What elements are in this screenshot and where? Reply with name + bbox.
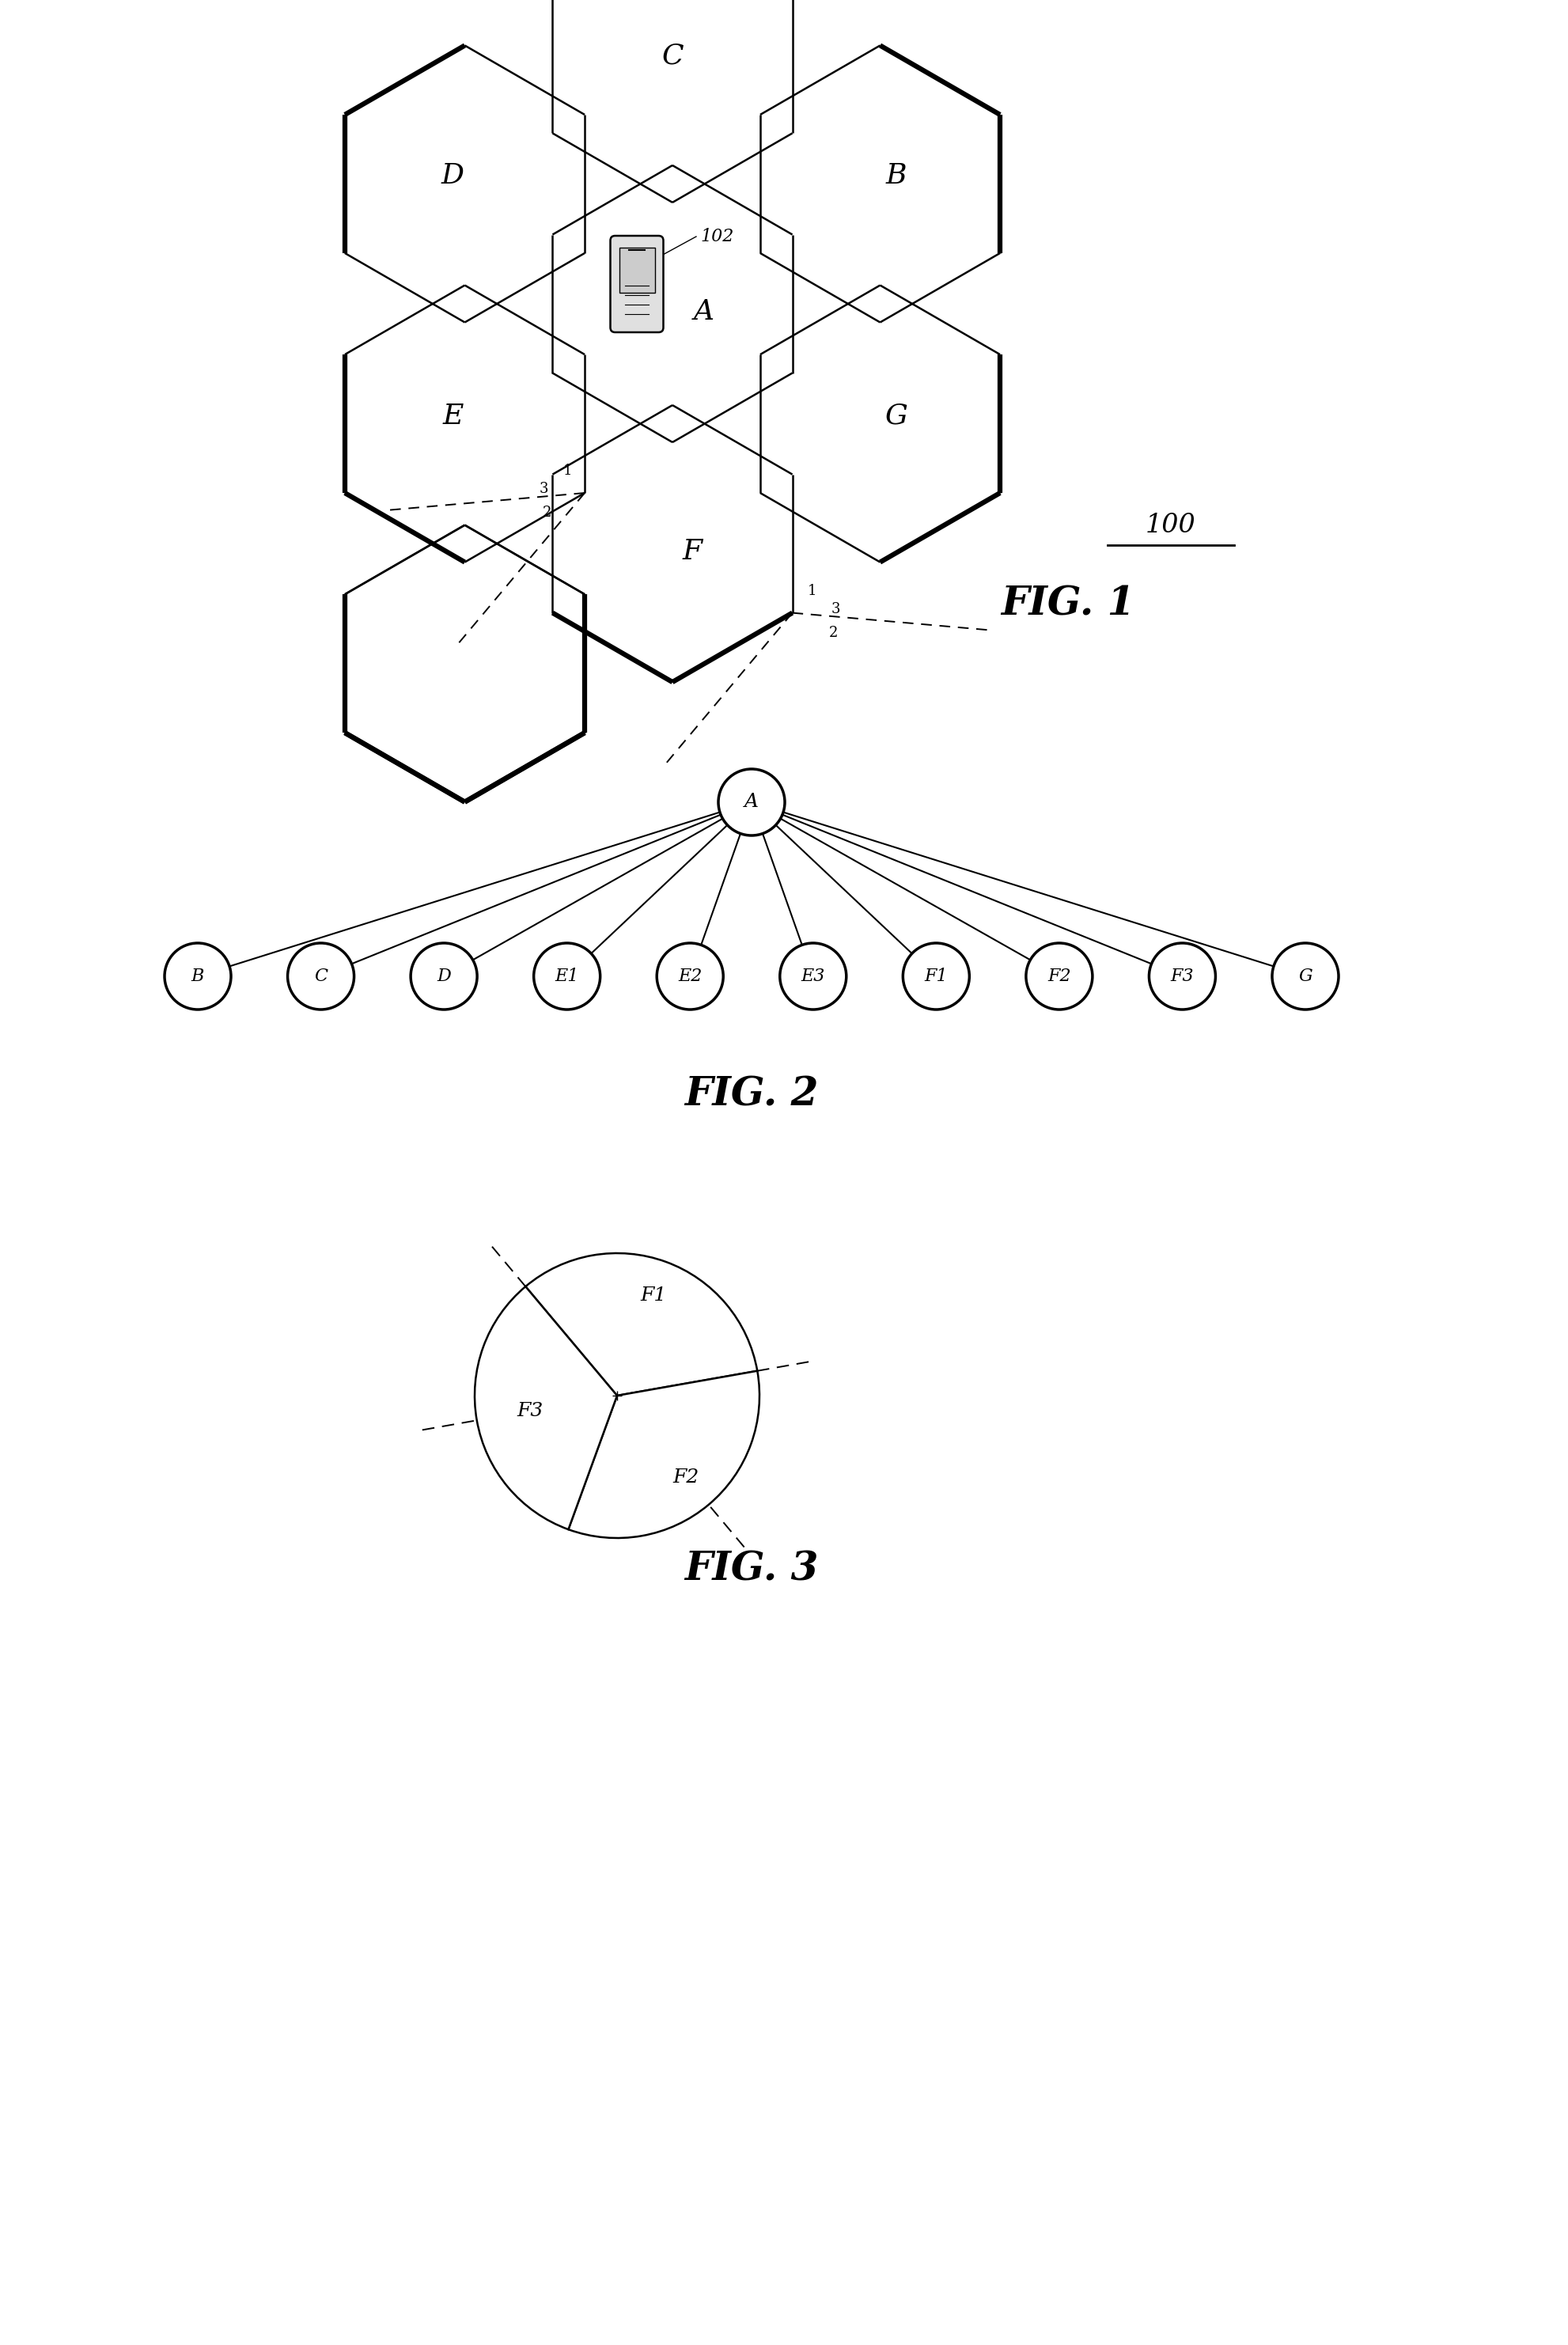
Text: 100: 100 [1145,514,1195,537]
Text: 102: 102 [699,227,734,246]
Text: 3: 3 [831,603,840,617]
Circle shape [1148,943,1215,1008]
Text: G: G [1298,968,1312,985]
Text: D: D [436,968,450,985]
Text: FIG. 1: FIG. 1 [1000,584,1134,624]
Text: F1: F1 [924,968,947,985]
Text: E: E [442,403,463,429]
Text: E2: E2 [677,968,702,985]
Text: B: B [884,162,906,190]
Text: C: C [662,42,684,70]
FancyBboxPatch shape [610,237,663,333]
Text: D: D [441,162,464,190]
Wedge shape [568,1372,759,1538]
Circle shape [903,943,969,1008]
Text: 2: 2 [543,507,550,521]
Circle shape [411,943,477,1008]
Circle shape [287,943,354,1008]
Text: A: A [745,793,759,811]
Text: F2: F2 [673,1468,698,1487]
Text: FIG. 3: FIG. 3 [684,1550,818,1590]
Text: F: F [682,537,702,565]
Text: 2: 2 [828,626,837,640]
Text: A: A [693,298,713,326]
Circle shape [1272,943,1338,1008]
Circle shape [1025,943,1091,1008]
Circle shape [657,943,723,1008]
Text: E3: E3 [801,968,825,985]
Circle shape [533,943,601,1008]
Text: F3: F3 [517,1402,543,1421]
Text: F3: F3 [1170,968,1193,985]
Text: 3: 3 [539,481,547,497]
FancyBboxPatch shape [619,249,654,293]
Text: 1: 1 [808,584,817,598]
Text: E1: E1 [555,968,579,985]
Text: C: C [314,968,328,985]
Text: F1: F1 [640,1285,666,1304]
Wedge shape [475,1287,616,1529]
Circle shape [718,769,784,835]
Text: FIG. 2: FIG. 2 [684,1076,818,1114]
Text: 1: 1 [563,464,572,478]
Text: F2: F2 [1047,968,1071,985]
Circle shape [779,943,845,1008]
Text: G: G [884,403,906,429]
Wedge shape [525,1252,757,1395]
Text: B: B [191,968,204,985]
Circle shape [165,943,230,1008]
